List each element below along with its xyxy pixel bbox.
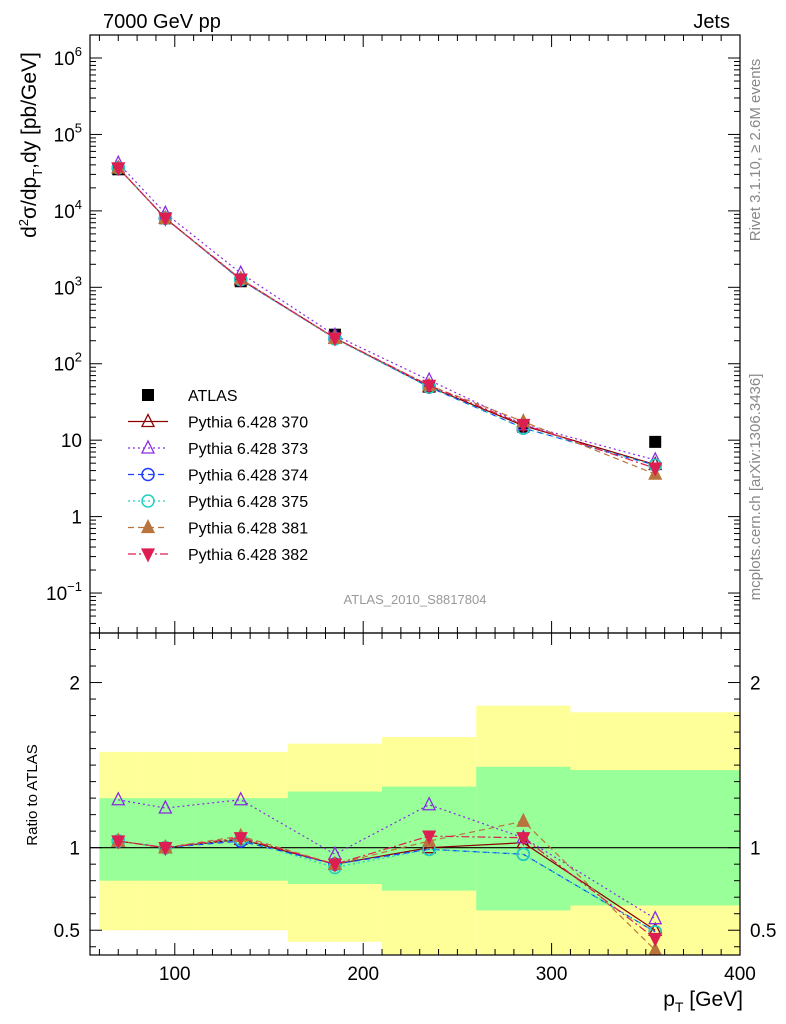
ratio-data-point <box>422 796 437 811</box>
main-data-point <box>327 332 342 347</box>
legend-marker <box>140 413 156 428</box>
x-tick-label: 100 <box>159 964 191 985</box>
main-y-tick-label: 10 <box>61 431 82 452</box>
uncertainty-band-inner <box>570 770 740 906</box>
legend-label: Pythia 6.428 375 <box>188 494 308 511</box>
ratio-data-point <box>158 842 173 857</box>
x-tick-label: 200 <box>347 964 379 985</box>
mcplots-source-label: mcplots.cern.ch [arXiv:1306.3436] <box>747 374 764 601</box>
main-data-point <box>111 162 126 177</box>
main-data-point <box>516 418 531 434</box>
main-y-tick-label: 106 <box>54 44 82 70</box>
x-axis-label: pT [GeV] <box>663 988 743 1015</box>
ratio-data-point <box>516 812 531 827</box>
x-tick-label: 400 <box>724 964 756 985</box>
x-tick-label: 300 <box>536 964 568 985</box>
main-data-point <box>422 379 437 394</box>
legend-marker <box>141 467 155 482</box>
legend-item: Pythia 6.428 374 <box>128 468 308 485</box>
legend-label: ATLAS <box>188 388 238 405</box>
legend-item: Pythia 6.428 382 <box>128 547 308 564</box>
ratio-data-point <box>158 799 173 814</box>
ratio-data-point <box>516 847 531 862</box>
ratio-y-axis-label: Ratio to ATLAS <box>24 744 41 845</box>
main-series-6 <box>111 162 663 477</box>
main-y-tick-label: 1 <box>71 508 82 529</box>
ratio-data-point <box>648 941 662 955</box>
ratio-panel: 0.5 0.5 1 1 2 2 100 200 300 400 Ratio to ATLAS <box>24 632 776 985</box>
main-data-point <box>649 435 662 448</box>
legend-label: Pythia 6.428 382 <box>188 547 308 564</box>
ratio-data-point <box>327 858 342 873</box>
main-y-tick-label: 104 <box>54 197 82 223</box>
main-frame <box>89 34 741 634</box>
ratio-y-tick-label: 0.5 <box>54 921 80 942</box>
main-series-0 <box>112 163 662 448</box>
legend-item: Pythia 6.428 375 <box>128 494 308 511</box>
legend-item: ATLAS <box>142 388 238 405</box>
legend-item: Pythia 6.428 373 <box>128 439 308 458</box>
main-data-point <box>648 462 663 477</box>
header-left: 7000 GeV pp <box>103 11 221 33</box>
legend-marker <box>140 439 156 454</box>
ratio-y-tick-label: 2 <box>69 674 80 695</box>
ratio-data-point <box>111 791 126 806</box>
legend-marker <box>140 519 156 534</box>
legend: ATLAS Pythia 6.428 370 Pythia 6.428 373 Pyt… <box>128 388 308 564</box>
legend-label: Pythia 6.428 370 <box>188 415 308 432</box>
ratio-series-5 <box>111 830 663 947</box>
analysis-watermark: ATLAS_2010_S8817804 <box>344 592 487 607</box>
ratio-data-point <box>648 932 663 947</box>
main-y-tick-label: 10−1 <box>46 579 82 605</box>
legend-label: Pythia 6.428 373 <box>188 441 308 458</box>
legend-item: Pythia 6.428 370 <box>128 413 308 432</box>
main-panel: ATLAS_2010_S8817804 10−1 1 10 102 103 104 105 1… <box>16 34 741 634</box>
ratio-y-tick-label-right: 0.5 <box>750 921 776 942</box>
legend-marker <box>142 389 154 401</box>
main-y-tick-label: 105 <box>54 120 82 146</box>
main-y-tick-label: 102 <box>54 350 82 376</box>
ratio-data-point <box>233 832 248 847</box>
ratio-frame <box>89 632 741 956</box>
ratio-y-tick-label-right: 2 <box>750 674 761 695</box>
rivet-version-label: Rivet 3.1.10, ≥ 2.6M events <box>747 59 764 242</box>
legend-item: Pythia 6.428 381 <box>128 519 308 538</box>
ratio-data-point <box>648 910 663 925</box>
main-data-point <box>233 273 248 288</box>
legend-label: Pythia 6.428 381 <box>188 521 308 538</box>
main-data-point <box>158 212 173 227</box>
ratio-y-tick-label: 1 <box>69 839 80 860</box>
main-y-axis-label: d2σ/dpT,dy [pb/GeV] <box>16 52 45 238</box>
ratio-data-point <box>516 832 531 847</box>
legend-marker <box>140 548 156 563</box>
legend-label: Pythia 6.428 374 <box>188 468 308 485</box>
main-y-tick-label: 103 <box>54 273 82 299</box>
ratio-data-point <box>233 791 248 806</box>
ratio-data-point <box>111 835 126 850</box>
legend-marker <box>141 494 155 508</box>
header-right: Jets <box>693 11 730 33</box>
ratio-y-tick-label-right: 1 <box>750 839 761 860</box>
ratio-data-point <box>422 830 437 845</box>
